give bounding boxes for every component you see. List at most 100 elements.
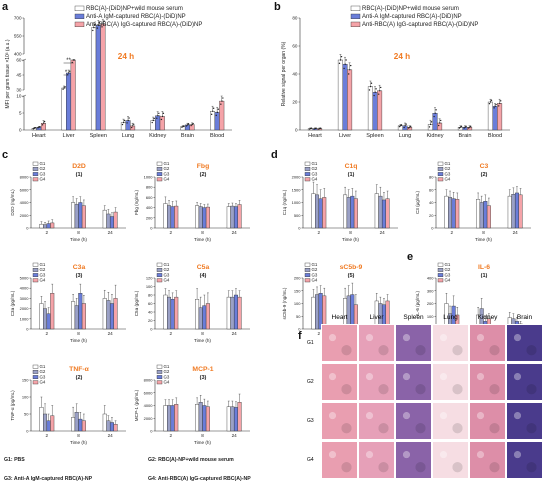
legend-label: G1 <box>445 262 451 267</box>
legend-label: RBC(A)-(DiD)NP+wild mouse serum <box>86 6 183 12</box>
y-axis-label: C3 (μg/mL) <box>415 191 420 215</box>
bar <box>74 204 79 229</box>
data-point <box>498 105 500 107</box>
x-tick-label: 24 <box>108 331 114 336</box>
chart-title: C3 <box>480 163 489 170</box>
y-tick-label: 0 <box>150 226 153 231</box>
data-point <box>463 127 465 129</box>
chart-title: C3a <box>73 264 86 271</box>
legend-swatch <box>350 13 361 20</box>
histology-image-tile <box>321 441 358 479</box>
bar <box>237 402 242 432</box>
bar <box>230 406 235 432</box>
data-point <box>156 117 158 119</box>
legend-swatch <box>156 380 163 385</box>
bar <box>444 195 449 229</box>
histology-image-tile <box>506 363 543 401</box>
legend-swatch <box>74 5 85 12</box>
y-tick-label: 200 <box>146 215 153 220</box>
data-point <box>128 117 130 119</box>
bar <box>381 199 386 229</box>
legend-label: G2 <box>312 267 318 272</box>
y-tick-label: 50 <box>296 314 301 319</box>
chart-number: (1) <box>76 172 83 178</box>
y-tick-label: 60 <box>148 301 153 306</box>
data-point <box>398 125 401 128</box>
bar <box>167 296 172 330</box>
data-point <box>132 125 134 127</box>
legend-swatch <box>304 262 311 267</box>
bar <box>113 424 118 432</box>
bar <box>50 293 55 330</box>
histology-image-tile <box>358 402 395 440</box>
legend-label: G4 <box>312 278 318 283</box>
y-tick-label: 0 <box>150 327 153 332</box>
y-tick-label: 4000 <box>20 200 30 205</box>
x-tick-label: 2 <box>170 433 173 438</box>
data-point <box>345 59 347 61</box>
bar <box>511 194 516 229</box>
bar <box>81 205 86 229</box>
legend-label: G3 <box>164 272 170 277</box>
y-tick-label: 4000 <box>20 286 30 291</box>
legend-swatch <box>32 268 39 272</box>
x-tick-label: 8 <box>201 331 204 336</box>
data-point <box>489 101 492 103</box>
x-tick-label: Blood <box>488 133 502 139</box>
legend-label: G3 <box>164 374 170 379</box>
data-point <box>64 86 66 88</box>
data-point <box>191 123 193 126</box>
data-point <box>94 24 96 26</box>
x-tick-label: 8 <box>349 230 352 235</box>
data-point <box>410 125 412 128</box>
legend-label: G3 <box>40 272 46 277</box>
data-point <box>131 126 133 129</box>
legend-swatch <box>304 172 311 176</box>
data-point <box>310 127 313 129</box>
legend-label: RBC(A)-(DiD)NP+wild mouse serum <box>362 6 459 12</box>
legend-label: G4 <box>164 177 170 182</box>
data-point <box>216 111 219 114</box>
legend-swatch <box>156 375 163 379</box>
bar <box>315 194 320 229</box>
data-point <box>370 82 373 84</box>
x-tick-label: Kidney <box>149 133 166 139</box>
panel-letter-c: c <box>2 149 8 161</box>
chart-number: (1) <box>348 172 355 178</box>
y-tick-label: 0 <box>26 226 29 231</box>
y-tick-label: 4000 <box>144 403 154 408</box>
bar <box>167 405 172 432</box>
data-point <box>183 125 185 127</box>
bar <box>40 122 46 131</box>
legend-label: G1 <box>312 262 318 267</box>
legend-label: Anti-A IgM-captured RBC(A)-(DiD)NP <box>86 14 186 20</box>
x-tick-label: 24 <box>108 230 114 235</box>
data-point <box>409 126 411 128</box>
y-tick-label: 400 <box>427 276 434 281</box>
bar <box>476 199 481 229</box>
legend-swatch <box>156 273 163 277</box>
histology-column-header: Brain <box>516 314 533 321</box>
bar <box>230 205 235 229</box>
y-tick-label: 30 <box>16 88 22 93</box>
x-tick-label: 8 <box>482 230 485 235</box>
data-point <box>315 127 317 129</box>
data-point <box>338 62 341 65</box>
x-tick-label: 2 <box>318 331 321 336</box>
legend-swatch <box>437 166 444 171</box>
bar <box>353 198 358 229</box>
histology-column-header: Lung <box>443 314 458 321</box>
legend-label: G1 <box>312 161 318 166</box>
legend-label: G4 <box>445 177 451 182</box>
bar <box>202 405 207 432</box>
y-tick-label: 1000 <box>20 316 30 321</box>
bar <box>202 207 207 229</box>
data-point <box>404 125 406 127</box>
bar <box>507 195 512 229</box>
data-point <box>380 86 382 89</box>
bar <box>233 294 238 330</box>
bar <box>237 204 242 229</box>
data-point <box>433 115 435 118</box>
data-point <box>39 125 41 128</box>
data-point <box>220 103 222 105</box>
